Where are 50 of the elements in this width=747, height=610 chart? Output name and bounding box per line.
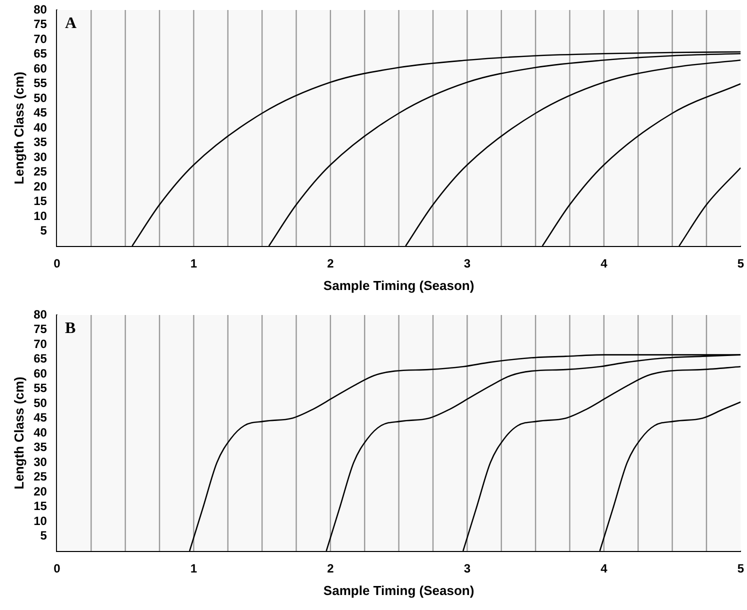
y-tick-label: 30 [34,150,48,164]
y-tick-label: 70 [34,32,48,46]
x-tick-label: 0 [54,562,61,576]
y-tick-label: 40 [34,120,48,134]
x-tick-label: 1 [190,562,198,576]
x-tick-label: 4 [600,562,608,576]
y-tick-label: 65 [34,352,48,366]
y-tick-label: 75 [34,322,48,336]
y-tick-label: 15 [34,499,48,514]
y-tick-label: 80 [34,2,48,16]
y-tick-label: 60 [34,61,48,76]
y-tick-label: 5 [40,224,48,238]
annotation: B [64,320,76,338]
y-tick-label: 50 [34,90,48,105]
x-axis-title: Sample Timing (Season) [323,278,474,293]
y-tick-label: 25 [34,470,48,484]
y-tick-label: 35 [34,135,48,150]
x-tick-label: 2 [327,256,334,271]
y-axis-title: Length Class (cm) [11,376,26,490]
x-tick-label: 0 [54,256,61,271]
x-tick-label: 1 [190,256,198,271]
y-tick-label: 80 [34,307,48,322]
y-tick-label: 15 [34,194,48,208]
y-tick-label: 25 [34,164,48,179]
y-tick-label: 70 [34,336,48,351]
x-tick-label: 5 [737,256,744,271]
y-tick-label: 45 [34,410,48,425]
x-tick-label: 3 [464,562,471,576]
y-tick-label: 20 [34,484,48,498]
y-tick-label: 60 [34,366,48,380]
y-tick-label: 50 [34,396,48,410]
x-tick-label: 2 [327,562,334,576]
y-tick-label: 75 [34,17,48,32]
x-axis-title: Sample Timing (Season) [323,582,474,598]
y-tick-label: 65 [34,46,48,61]
y-tick-label: 45 [34,106,48,120]
y-tick-label: 5 [40,528,48,543]
x-tick-label: 3 [464,256,471,271]
y-tick-label: 40 [34,425,48,440]
y-axis-title: Length Class (cm) [11,72,26,184]
annotation: A [64,15,77,32]
y-tick-label: 30 [34,454,48,469]
y-tick-label: 55 [34,76,48,90]
y-tick-label: 10 [34,514,48,528]
y-tick-label: 20 [34,179,48,194]
y-tick-label: 35 [34,440,48,454]
y-tick-label: 10 [34,208,48,223]
x-tick-label: 5 [737,562,744,576]
x-tick-label: 4 [600,256,608,271]
y-tick-label: 55 [34,381,48,396]
